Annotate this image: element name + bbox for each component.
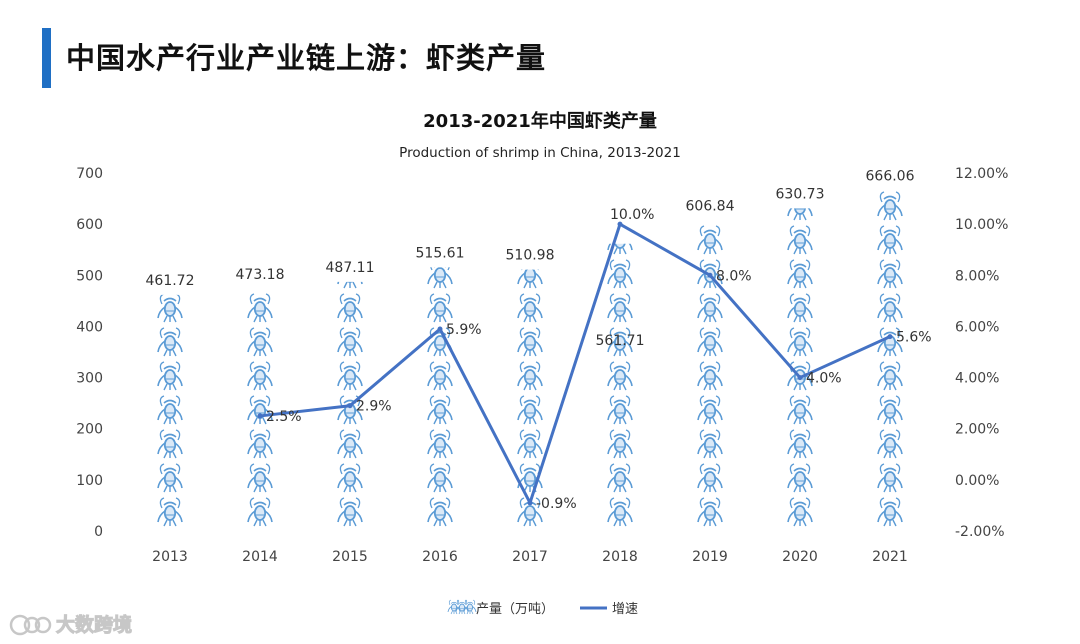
bar-value-label: 666.06: [866, 168, 915, 184]
x-axis-tick-label: 2016: [422, 549, 458, 565]
bar-value-labels: 461.72 473.18 487.11 515.61 510.98 561.71 606.…: [146, 168, 915, 349]
growth-value-label: 5.6%: [896, 330, 932, 346]
legend-shrimp-icon: [447, 599, 477, 615]
bar-value-label: 461.72: [146, 273, 195, 289]
page-title: 中国水产行业产业链上游：虾类产量: [66, 41, 547, 75]
bar: [607, 243, 633, 527]
bar: [697, 220, 723, 527]
right-axis-tick-label: 0.00%: [955, 473, 999, 489]
growth-point: [617, 221, 623, 227]
growth-point: [887, 334, 893, 340]
right-axis: -2.00% 0.00% 2.00% 4.00% 6.00% 8.00% 10.00% 12.…: [955, 166, 1008, 540]
bar: [427, 267, 453, 527]
left-axis-tick-label: 500: [76, 268, 103, 284]
growth-point: [527, 500, 533, 506]
x-axis-tick-label: 2015: [332, 549, 368, 565]
bar-value-label: 510.98: [506, 248, 555, 264]
x-axis-tick-label: 2017: [512, 549, 548, 565]
growth-point: [797, 375, 803, 381]
growth-value-labels: 2.5% 2.9% 5.9% -0.9% 10.0% 8.0% 4.0% 5.6%: [266, 207, 932, 512]
x-axis-tick-label: 2021: [872, 549, 908, 565]
right-axis-tick-label: 10.00%: [955, 217, 1008, 233]
bar: [337, 281, 363, 527]
growth-value-label: 5.9%: [446, 322, 482, 338]
growth-point: [347, 403, 353, 409]
x-axis: 2013 2014 2015 2016 2017 2018 2019 2020 2021: [152, 549, 908, 565]
x-axis-tick-label: 2019: [692, 549, 728, 565]
left-axis-tick-label: 100: [76, 473, 103, 489]
right-axis-tick-label: 4.00%: [955, 371, 999, 387]
left-axis-tick-label: 300: [76, 371, 103, 387]
right-axis-tick-label: 2.00%: [955, 422, 999, 438]
left-axis-tick-label: 700: [76, 166, 103, 182]
watermark: 大数跨境: [8, 611, 158, 639]
growth-line-series: [257, 221, 893, 506]
growth-value-label: 8.0%: [716, 268, 752, 284]
growth-value-label: -0.9%: [536, 496, 577, 512]
growth-value-label: 2.5%: [266, 409, 302, 425]
growth-point: [707, 272, 713, 278]
chart-title: 2013-2021年中国虾类产量: [423, 110, 657, 132]
bar: [157, 294, 183, 527]
chart-legend: 产量（万吨） 增速: [447, 599, 638, 617]
bar-series: [157, 191, 903, 527]
x-axis-tick-label: 2013: [152, 549, 188, 565]
growth-value-label: 10.0%: [610, 207, 654, 223]
legend-label-growth: 增速: [612, 602, 638, 617]
watermark-text: 大数跨境: [55, 614, 133, 637]
growth-value-label: 4.0%: [806, 371, 842, 387]
x-axis-tick-label: 2018: [602, 549, 638, 565]
growth-point: [437, 326, 443, 332]
chart-subtitle: Production of shrimp in China, 2013-2021: [399, 145, 681, 161]
left-axis-tick-label: 200: [76, 422, 103, 438]
right-axis-tick-label: 6.00%: [955, 319, 999, 335]
left-axis-tick-label: 0: [94, 524, 103, 540]
bar: [787, 208, 813, 527]
bar-value-label: 515.61: [416, 245, 465, 261]
bar-value-label: 630.73: [776, 186, 825, 202]
right-axis-tick-label: 8.00%: [955, 268, 999, 284]
right-axis-tick-label: 12.00%: [955, 166, 1008, 182]
x-axis-tick-label: 2020: [782, 549, 818, 565]
title-accent-bar: [42, 28, 51, 88]
growth-point: [257, 413, 263, 419]
left-axis-tick-label: 600: [76, 217, 103, 233]
right-axis-tick-label: -2.00%: [955, 524, 1005, 540]
bar-value-label: 561.71: [596, 333, 645, 349]
x-axis-tick-label: 2014: [242, 549, 278, 565]
left-axis-tick-label: 400: [76, 319, 103, 335]
bar-value-label: 606.84: [686, 199, 735, 215]
legend-label-production: 产量（万吨）: [476, 602, 554, 617]
growth-value-label: 2.9%: [356, 399, 392, 415]
bar-value-label: 487.11: [326, 260, 375, 276]
growth-line: [259, 222, 891, 505]
bar-value-label: 473.18: [236, 267, 285, 283]
bar: [247, 293, 273, 527]
watermark-logo-icon: [9, 614, 52, 636]
left-axis: 0 100 200 300 400 500 600 700: [76, 166, 103, 540]
